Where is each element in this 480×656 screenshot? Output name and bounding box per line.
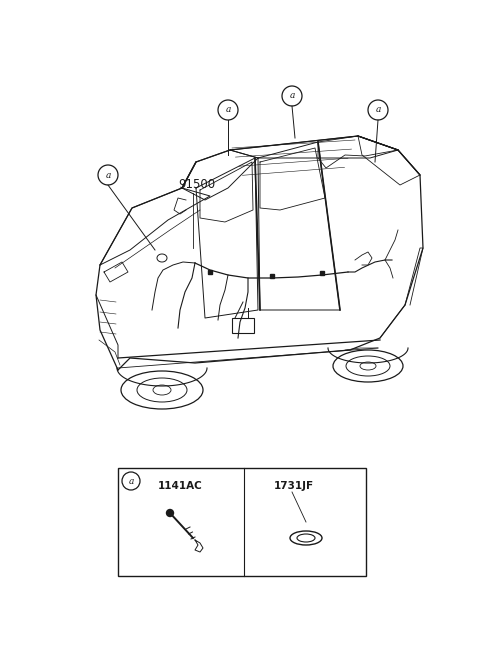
- Text: a: a: [128, 476, 134, 485]
- Circle shape: [167, 510, 173, 516]
- Text: 91500: 91500: [178, 178, 215, 192]
- Text: 1141AC: 1141AC: [158, 481, 203, 491]
- Text: a: a: [105, 171, 111, 180]
- Text: a: a: [375, 106, 381, 115]
- Text: 1731JF: 1731JF: [274, 481, 314, 491]
- Text: a: a: [289, 91, 295, 100]
- Text: a: a: [225, 106, 231, 115]
